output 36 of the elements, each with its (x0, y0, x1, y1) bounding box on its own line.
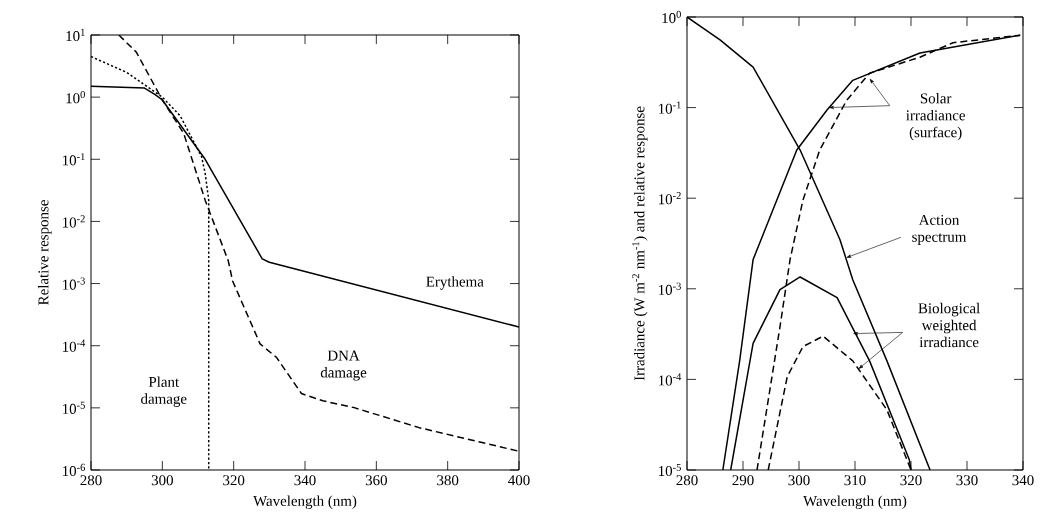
annotation: Biological weighted irradiance (918, 302, 980, 348)
y-tick-label: 10$^{-1}$ (62, 153, 85, 166)
x-tick-label: 340 (294, 475, 316, 486)
annotation: Plant damage (141, 376, 187, 407)
y-tick-label: 10$^{-1}$ (658, 101, 681, 114)
x-tick-label: 300 (788, 475, 810, 486)
x-tick-label: 320 (223, 475, 245, 486)
x-tick-label: 310 (844, 475, 866, 486)
y-tick-label: 10$^{-2}$ (62, 215, 85, 228)
y-tick-label: 10$^{-4}$ (62, 339, 86, 352)
annotation: Erythema (426, 276, 484, 290)
x-tick-label: 320 (900, 475, 922, 486)
y-axis-title: Irradiance (W m$^{-2}$ nm$^{-1}$) and relative response (632, 106, 648, 381)
y-tick-label: 10$^{-4}$ (658, 373, 682, 386)
annotation: Action spectrum (912, 214, 967, 245)
y-tick-label: 10$^{-2}$ (658, 192, 681, 205)
y-tick-label: 10$^{-3}$ (658, 282, 681, 295)
x-tick-label: 330 (956, 475, 978, 486)
annotation: Solar irradiance (surface) (906, 92, 965, 141)
y-tick-label: 10$^{-3}$ (62, 277, 85, 290)
x-tick-label: 380 (437, 475, 459, 486)
x-tick-label: 360 (365, 475, 387, 486)
y-tick-label: 10$^{0}$ (66, 90, 85, 104)
annotation: DNA damage (320, 350, 367, 381)
y-tick-label: 10$^{0}$ (662, 10, 681, 24)
y-tick-label: 10$^{-5}$ (62, 401, 85, 414)
x-tick-label: 400 (508, 475, 530, 486)
y-axis-title: Relative response (37, 200, 52, 305)
x-tick-label: 290 (732, 475, 754, 486)
y-tick-label: 10$^{1}$ (66, 28, 85, 42)
x-axis-title: Wavelength (nm) (803, 495, 907, 509)
x-tick-label: 280 (80, 475, 102, 486)
x-tick-label: 280 (676, 475, 698, 486)
x-axis-title: Wavelength (nm) (253, 495, 357, 509)
x-tick-label: 300 (151, 475, 173, 486)
x-tick-label: 340 (1012, 475, 1034, 486)
